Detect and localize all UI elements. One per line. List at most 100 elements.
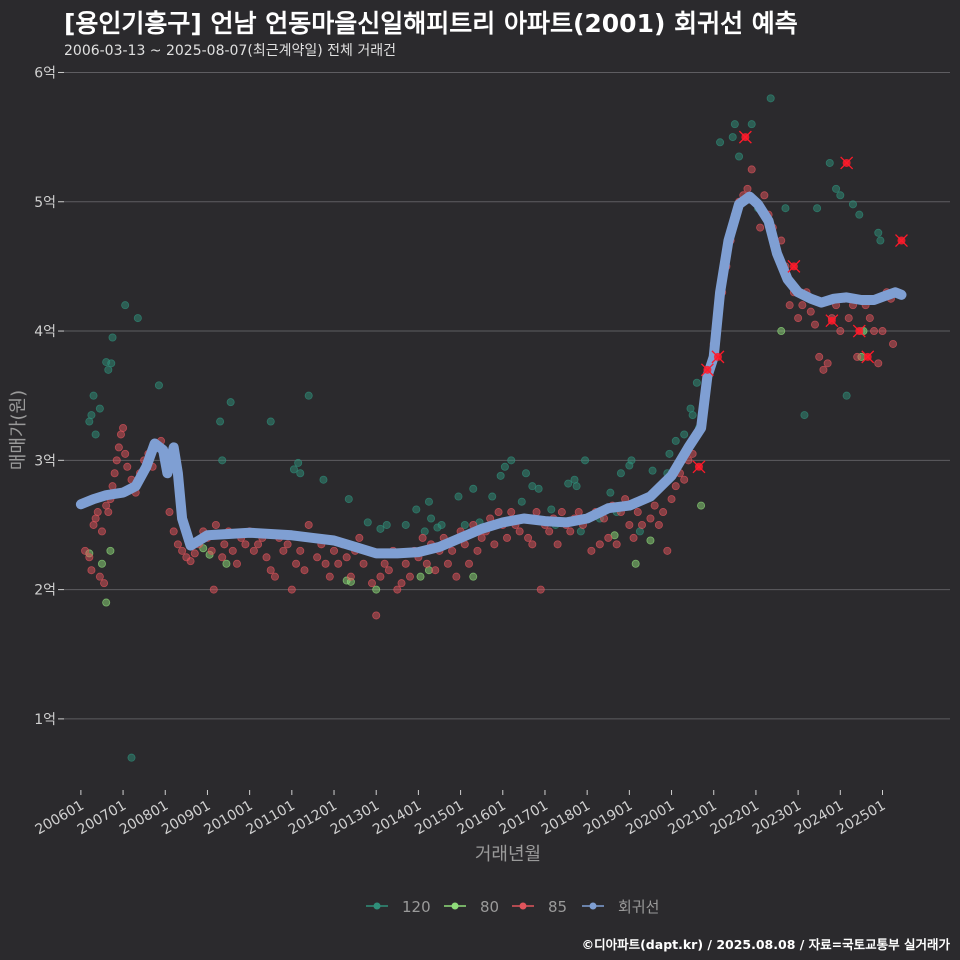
point-85 [209,585,218,594]
point-85 [853,352,862,361]
point-85 [865,314,874,323]
point-85 [121,449,130,458]
point-85 [292,559,301,568]
point-85 [844,314,853,323]
point-85 [532,508,541,517]
point-85 [612,540,621,549]
point-120 [876,236,885,245]
point-120 [680,430,689,439]
point-85 [397,579,406,588]
point-120 [836,191,845,200]
highlight-marker [861,350,875,364]
point-85 [465,559,474,568]
point-85 [207,546,216,555]
y-tick-label: 5억 [34,195,56,211]
point-120 [488,492,497,501]
point-120 [496,471,505,480]
point-85 [815,352,824,361]
point-120 [319,475,328,484]
point-120 [424,497,433,506]
highlight-marker [895,234,908,247]
point-120 [226,398,235,407]
point-80 [777,327,786,336]
point-85 [330,546,339,555]
point-85 [798,301,807,310]
point-85 [650,501,659,510]
point-85 [232,559,241,568]
point-120 [87,411,96,420]
point-85 [380,559,389,568]
point-120 [133,314,142,323]
point-85 [889,339,898,348]
point-85 [878,327,887,336]
point-85 [663,546,672,555]
point-85 [279,546,288,555]
point-85 [422,559,431,568]
legend-label: 120 [402,898,431,916]
point-85 [165,508,174,517]
point-120 [547,505,556,514]
legend-item-120: 120 [366,898,431,916]
point-85 [254,540,263,549]
highlight-marker [692,460,706,474]
legend-item-회귀선: 회귀선 [582,898,659,916]
point-85 [95,572,104,581]
point-85 [87,566,96,575]
point-85 [743,184,752,193]
highlight-markers [692,130,908,474]
point-80 [106,546,115,555]
point-120 [564,479,573,488]
point-85 [190,549,199,558]
point-120 [832,184,841,193]
point-85 [81,546,90,555]
point-85 [418,533,427,542]
point-85 [747,165,756,174]
point-120 [572,482,581,491]
point-120 [266,417,275,426]
point-120 [735,152,744,161]
point-85 [405,572,414,581]
point-85 [300,566,309,575]
point-80 [372,585,381,594]
x-axis-title: 거래년월 [475,844,541,865]
point-120 [437,520,446,529]
point-85 [270,572,279,581]
point-85 [638,520,647,529]
trend-line [75,191,907,559]
point-120 [412,505,421,514]
point-120 [304,391,313,400]
point-85 [810,320,819,329]
legend-item-85: 85 [512,898,567,916]
point-85 [794,314,803,323]
point-120 [95,404,104,413]
y-axis-title: 매매가(원) [8,390,29,470]
point-85 [671,482,680,491]
point-85 [448,546,457,555]
point-120 [728,133,737,142]
point-85 [401,559,410,568]
point-85 [507,508,516,517]
point-120 [363,518,372,527]
point-85 [313,553,322,562]
y-tick-label: 2억 [34,583,56,599]
point-85 [452,572,461,581]
legend-label: 80 [480,898,499,916]
point-85 [112,456,121,465]
point-85 [502,533,511,542]
point-120 [454,492,463,501]
point-85 [228,546,237,555]
point-85 [536,585,545,594]
point-85 [633,508,642,517]
point-85 [785,301,794,310]
point-85 [654,520,663,529]
point-120 [581,456,590,465]
point-120 [517,497,526,506]
x-axis-ticks: 2006012007012008012009012010012011012012… [33,790,888,838]
point-85 [760,191,769,200]
point-85 [528,540,537,549]
point-85 [119,423,128,432]
point-85 [355,533,364,542]
point-120 [107,359,116,368]
point-120 [766,94,775,103]
point-85 [169,527,178,536]
